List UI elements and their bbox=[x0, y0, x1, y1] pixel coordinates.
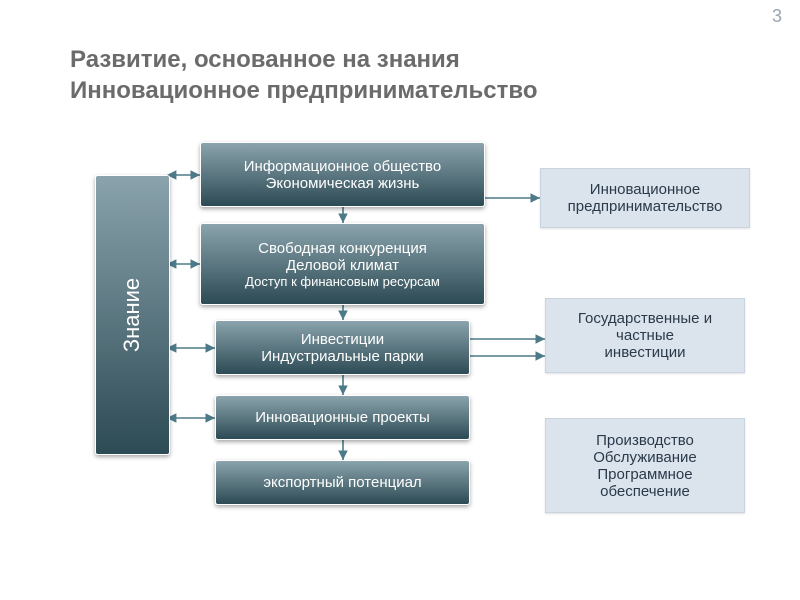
node-competition-line2: Деловой климат bbox=[286, 257, 399, 274]
node-innov-entre: Инновационное предпринимательство bbox=[540, 168, 750, 228]
node-info-society-line1: Информационное общество bbox=[244, 158, 441, 175]
node-export-line1: экспортный потенциал bbox=[263, 474, 421, 491]
node-knowledge-label: Знание bbox=[120, 278, 146, 352]
node-projects-line1: Инновационные проекты bbox=[255, 409, 430, 426]
node-gov-invest-line2: частные bbox=[616, 327, 674, 344]
node-gov-invest-line3: инвестиции bbox=[605, 344, 686, 361]
title-line2: Инновационное предпринимательство bbox=[70, 76, 670, 107]
node-gov-invest-line1: Государственные и bbox=[578, 310, 712, 327]
node-competition-line1: Свободная конкуренция bbox=[258, 240, 427, 257]
node-innov-entre-line2: предпринимательство bbox=[568, 198, 723, 215]
node-production-line4: обеспечение bbox=[600, 483, 690, 500]
node-competition-line3: Доступ к финансовым ресурсам bbox=[245, 274, 440, 289]
node-investment-line2: Индустриальные парки bbox=[261, 348, 423, 365]
node-export: экспортный потенциал bbox=[215, 460, 470, 505]
node-investment-line1: Инвестиции bbox=[301, 331, 384, 348]
node-investment: Инвестиции Индустриальные парки bbox=[215, 320, 470, 375]
node-innov-entre-line1: Инновационное bbox=[590, 181, 700, 198]
node-projects: Инновационные проекты bbox=[215, 395, 470, 440]
node-production-line2: Обслуживание bbox=[593, 449, 697, 466]
node-production-line1: Производство bbox=[596, 432, 694, 449]
node-info-society-line2: Экономическая жизнь bbox=[266, 175, 420, 192]
node-competition: Свободная конкуренция Деловой климат Дос… bbox=[200, 223, 485, 305]
slide-title: Развитие, основанное на знания Инновацио… bbox=[70, 45, 670, 106]
slide-root: 3 Развитие, основанное на знания Инновац… bbox=[0, 0, 800, 600]
node-gov-invest: Государственные и частные инвестиции bbox=[545, 298, 745, 373]
node-production-line3: Программное bbox=[597, 466, 692, 483]
node-knowledge: Знание bbox=[95, 175, 170, 455]
node-production: Производство Обслуживание Программное об… bbox=[545, 418, 745, 513]
title-line1: Развитие, основанное на знания bbox=[70, 45, 670, 76]
node-info-society: Информационное общество Экономическая жи… bbox=[200, 142, 485, 207]
page-number: 3 bbox=[772, 6, 782, 27]
